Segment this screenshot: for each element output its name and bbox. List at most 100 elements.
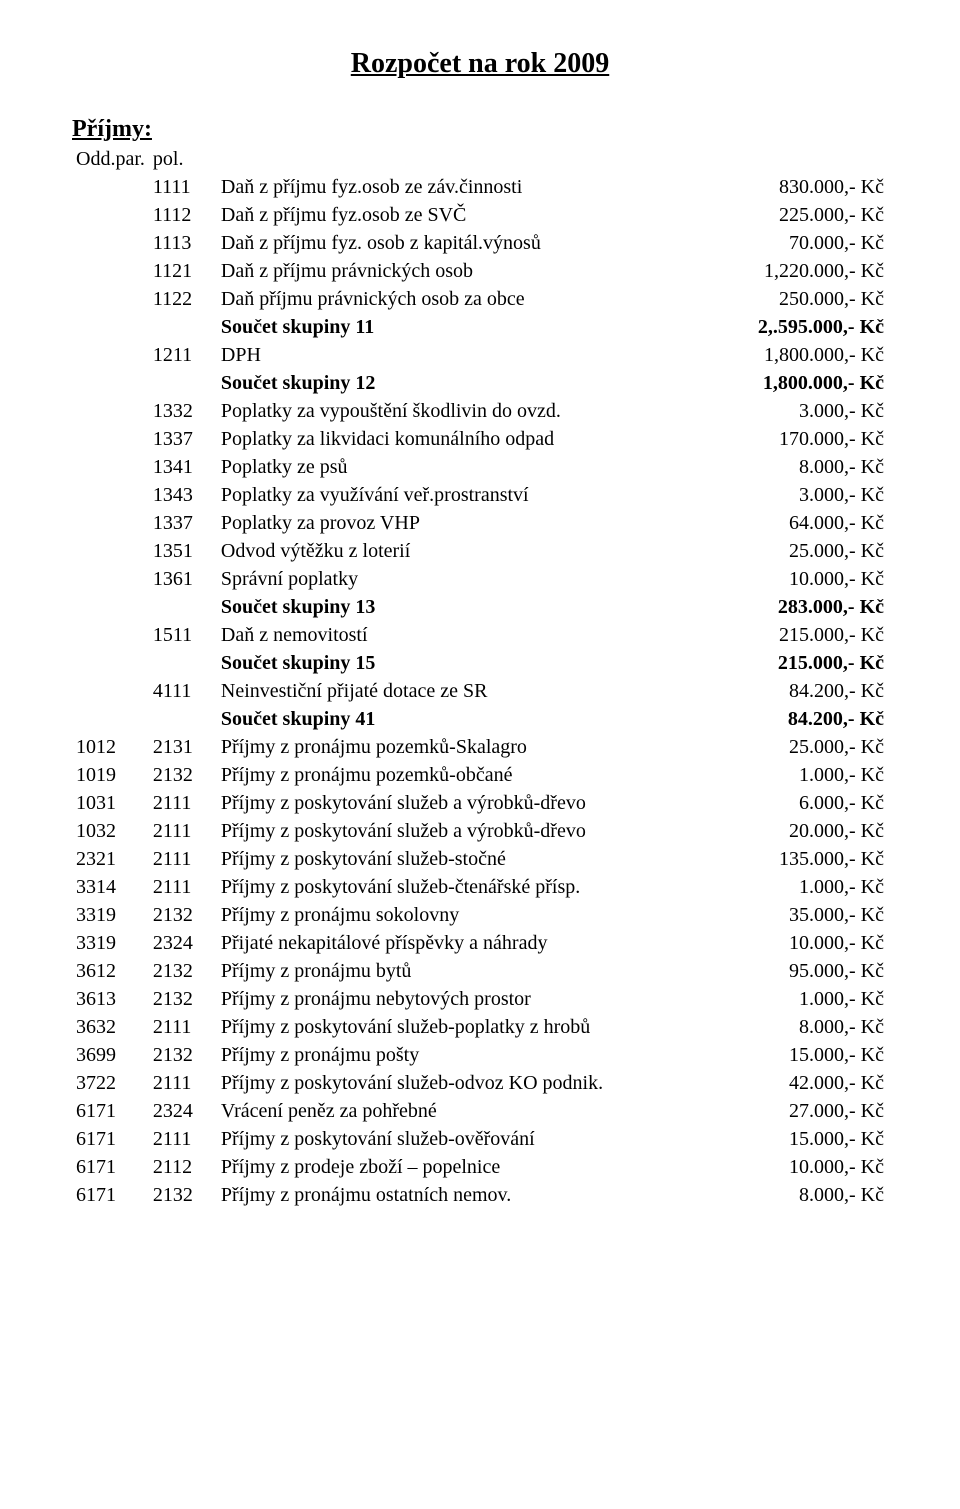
row-description: Součet skupiny 13 [217,593,710,621]
table-row: 10192132Příjmy z pronájmu pozemků-občané… [72,761,888,789]
table-row: Součet skupiny 13283.000,- Kč [72,593,888,621]
row-prefix [72,201,149,229]
row-code: 2111 [149,1125,217,1153]
row-prefix: 6171 [72,1097,149,1125]
row-code: 1113 [149,229,217,257]
table-row: 33192132Příjmy z pronájmu sokolovny35.00… [72,901,888,929]
row-code: 2132 [149,957,217,985]
table-row: Součet skupiny 4184.200,- Kč [72,705,888,733]
row-prefix [72,593,149,621]
row-description: Příjmy z poskytování služeb a výrobků-dř… [217,817,710,845]
row-code: 1343 [149,481,217,509]
row-amount: 8.000,- Kč [710,1013,888,1041]
row-code [149,369,217,397]
row-code: 2324 [149,929,217,957]
row-code: 2111 [149,1013,217,1041]
row-description: Příjmy z poskytování služeb-odvoz KO pod… [217,1069,710,1097]
row-amount: 64.000,- Kč [710,509,888,537]
table-row: 10312111Příjmy z poskytování služeb a vý… [72,789,888,817]
row-description: Daň z příjmu fyz.osob ze SVČ [217,201,710,229]
table-row: 10122131Příjmy z pronájmu pozemků-Skalag… [72,733,888,761]
row-code: 1511 [149,621,217,649]
row-description: Příjmy z poskytování služeb-čtenářské př… [217,873,710,901]
row-description: Součet skupiny 12 [217,369,710,397]
row-prefix [72,677,149,705]
row-prefix: 6171 [72,1125,149,1153]
row-code: 2132 [149,1041,217,1069]
table-row: 1337Poplatky za provoz VHP64.000,- Kč [72,509,888,537]
row-amount: 70.000,- Kč [710,229,888,257]
row-description: Poplatky za likvidaci komunálního odpad [217,425,710,453]
row-amount: 15.000,- Kč [710,1041,888,1069]
row-prefix: 1031 [72,789,149,817]
row-code: 2111 [149,873,217,901]
row-prefix: 1012 [72,733,149,761]
row-code: 1332 [149,397,217,425]
row-description: Příjmy z prodeje zboží – popelnice [217,1153,710,1181]
row-prefix: 1019 [72,761,149,789]
row-description: Příjmy z pronájmu pošty [217,1041,710,1069]
row-description: Daň z příjmu právnických osob [217,257,710,285]
row-amount: 10.000,- Kč [710,929,888,957]
row-description: Daň z příjmu fyz. osob z kapitál.výnosů [217,229,710,257]
table-row: 33142111Příjmy z poskytování služeb-čten… [72,873,888,901]
row-code: 2132 [149,985,217,1013]
row-amount: 20.000,- Kč [710,817,888,845]
row-prefix [72,257,149,285]
row-description: Příjmy z pronájmu pozemků-Skalagro [217,733,710,761]
row-amount: 1,800.000,- Kč [710,369,888,397]
row-description: Příjmy z poskytování služeb-stočné [217,845,710,873]
row-prefix: 3314 [72,873,149,901]
row-prefix [72,397,149,425]
row-prefix [72,453,149,481]
page-title: Rozpočet na rok 2009 [72,48,888,80]
table-row: Součet skupiny 121,800.000,- Kč [72,369,888,397]
table-row: 36132132Příjmy z pronájmu nebytových pro… [72,985,888,1013]
row-code [149,313,217,341]
row-prefix [72,173,149,201]
row-description: Příjmy z pronájmu ostatních nemov. [217,1181,710,1209]
table-subheading-row: Odd.par.pol. [72,145,888,173]
row-code: 2111 [149,1069,217,1097]
row-description: Neinvestiční přijaté dotace ze SR [217,677,710,705]
row-code [149,705,217,733]
row-amount: 15.000,- Kč [710,1125,888,1153]
row-code [149,593,217,621]
table-row: 1112Daň z příjmu fyz.osob ze SVČ225.000,… [72,201,888,229]
row-prefix: 2321 [72,845,149,873]
row-description: Přijaté nekapitálové příspěvky a náhrady [217,929,710,957]
row-description: Součet skupiny 41 [217,705,710,733]
row-description: Příjmy z poskytování služeb a výrobků-dř… [217,789,710,817]
table-row: 1332Poplatky za vypouštění škodlivin do … [72,397,888,425]
row-description: Správní poplatky [217,565,710,593]
row-prefix [72,481,149,509]
row-amount: 830.000,- Kč [710,173,888,201]
row-code: 1111 [149,173,217,201]
row-code: 2132 [149,1181,217,1209]
row-code: 4111 [149,677,217,705]
row-amount: 135.000,- Kč [710,845,888,873]
section-heading: Příjmy: [72,116,888,143]
row-amount: 1,220.000,- Kč [710,257,888,285]
table-row: 61712324Vrácení peněz za pohřebné27.000,… [72,1097,888,1125]
row-code: 2111 [149,789,217,817]
row-code: 2131 [149,733,217,761]
row-code: 1341 [149,453,217,481]
row-description: Odvod výtěžku z loterií [217,537,710,565]
table-row: 61712111Příjmy z poskytování služeb-ověř… [72,1125,888,1153]
row-amount: 283.000,- Kč [710,593,888,621]
table-row: 1111Daň z příjmu fyz.osob ze záv.činnost… [72,173,888,201]
row-amount: 6.000,- Kč [710,789,888,817]
table-row: 1361Správní poplatky10.000,- Kč [72,565,888,593]
row-code [149,649,217,677]
row-prefix [72,705,149,733]
subheading-amount [710,145,888,173]
row-amount: 84.200,- Kč [710,705,888,733]
row-prefix: 3319 [72,929,149,957]
table-row: 61712112Příjmy z prodeje zboží – popelni… [72,1153,888,1181]
table-row: 1341Poplatky ze psů8.000,- Kč [72,453,888,481]
row-code: 1361 [149,565,217,593]
row-amount: 25.000,- Kč [710,537,888,565]
subheading-prefix: Odd.par. [72,145,149,173]
table-row: 1351Odvod výtěžku z loterií25.000,- Kč [72,537,888,565]
